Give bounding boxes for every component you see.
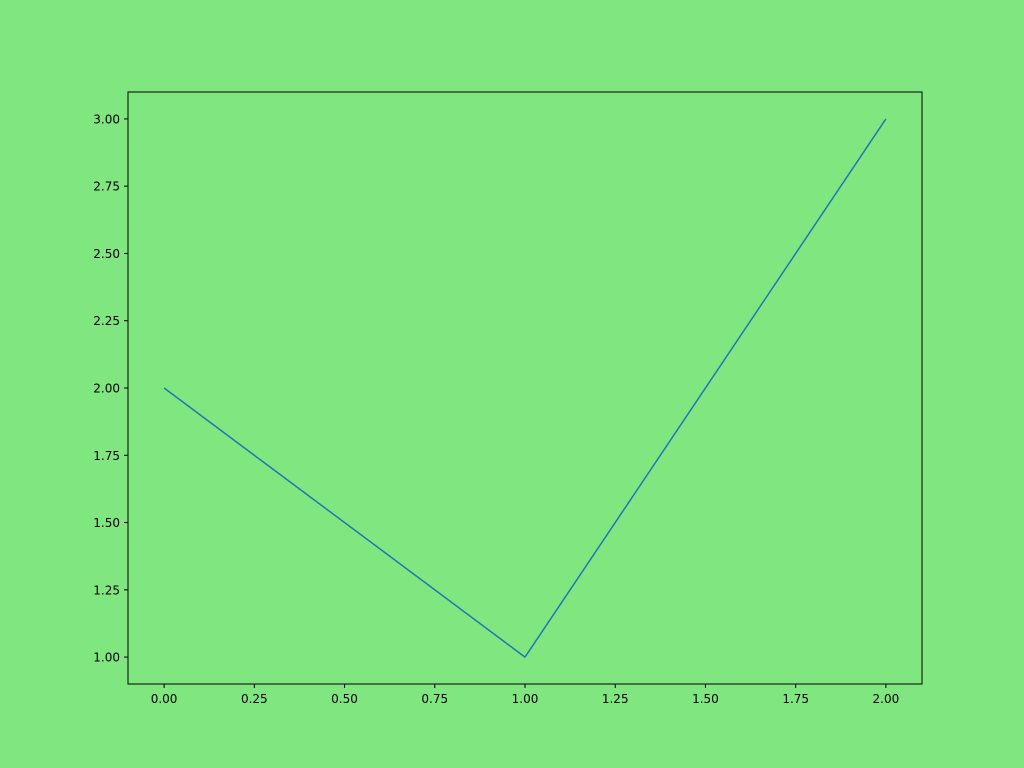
y-tick-label: 1.50 xyxy=(93,516,120,530)
y-tick-label: 2.25 xyxy=(93,314,120,328)
y-tick-label: 1.25 xyxy=(93,583,120,597)
x-tick-label: 1.00 xyxy=(512,692,539,706)
series-line-0 xyxy=(163,118,887,658)
x-tick-label: 0.25 xyxy=(241,692,268,706)
x-tick-label: 0.75 xyxy=(421,692,448,706)
y-tick-label: 2.75 xyxy=(93,180,120,194)
plot-frame xyxy=(127,91,923,685)
x-tick-label: 0.50 xyxy=(331,692,358,706)
y-tick-label: 2.50 xyxy=(93,247,120,261)
y-tick-label: 1.00 xyxy=(93,651,120,665)
x-tick-label: 0.00 xyxy=(151,692,178,706)
x-tick-label: 2.00 xyxy=(873,692,900,706)
y-tick-label: 3.00 xyxy=(93,112,120,126)
x-tick-label: 1.50 xyxy=(692,692,719,706)
x-tick-label: 1.75 xyxy=(782,692,809,706)
y-tick-label: 1.75 xyxy=(93,449,120,463)
y-tick-label: 2.00 xyxy=(93,382,120,396)
x-tick-label: 1.25 xyxy=(602,692,629,706)
